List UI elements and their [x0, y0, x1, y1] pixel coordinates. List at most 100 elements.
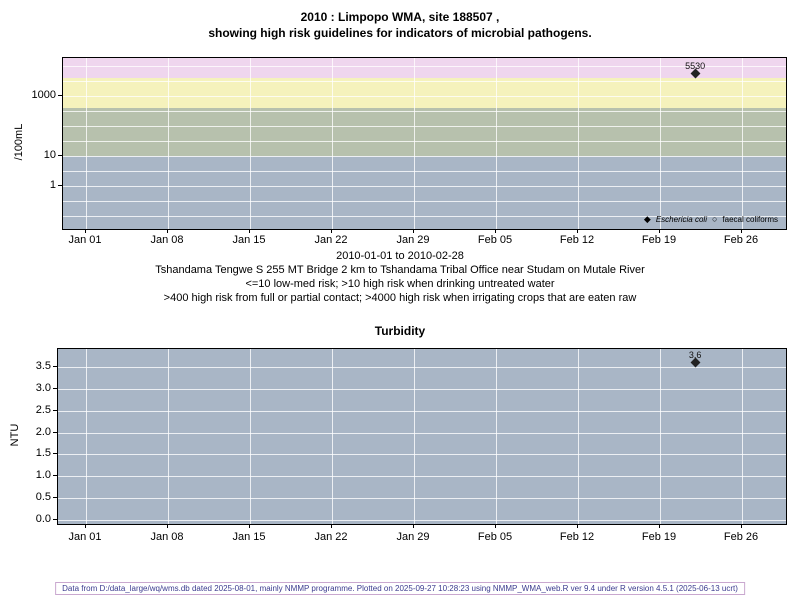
gridline-vertical — [742, 349, 743, 524]
gridline-vertical — [742, 58, 743, 229]
gridline-horizontal — [58, 432, 786, 434]
x-tick-mark — [167, 229, 168, 233]
gridline-horizontal — [63, 66, 786, 67]
y-tick-mark — [53, 475, 57, 477]
x-tick-label: Jan 08 — [150, 531, 184, 543]
x-tick-label: Feb 26 — [723, 234, 759, 246]
legend-label-faecal-coliforms: faecal coliforms — [722, 215, 778, 224]
x-tick-mark — [167, 524, 168, 528]
gridline-vertical — [578, 58, 579, 229]
y-tick-label: 2.5 — [35, 403, 51, 416]
subtitle-site-description: Tshandama Tengwe S 255 MT Bridge 2 km to… — [155, 264, 645, 276]
chart-title-line2: showing high risk guidelines for indicat… — [208, 26, 592, 40]
turbidity-title: Turbidity — [374, 324, 426, 338]
y-tick-mark — [53, 497, 57, 499]
y-tick-mark — [58, 155, 62, 156]
microbial-plot-area: ◆ Eschericia coli ○ faecal coliforms 553… — [62, 57, 787, 230]
y-axis-label-per-100ml: /100mL — [13, 123, 25, 161]
gridline-horizontal — [63, 186, 786, 187]
gridline-vertical — [332, 58, 333, 229]
x-tick-mark — [85, 524, 86, 528]
turbidity-plot-area: 3.6 — [57, 348, 787, 525]
gridline-horizontal — [63, 141, 786, 142]
risk-band — [63, 58, 786, 78]
gridline-vertical — [496, 58, 497, 229]
y-tick-label: 10 — [43, 149, 56, 161]
y-tick-label: 0.5 — [35, 491, 51, 504]
risk-band — [63, 77, 786, 108]
legend: ◆ Eschericia coli ○ faecal coliforms — [643, 214, 778, 225]
legend-label-ecoli: Eschericia coli — [655, 215, 707, 224]
x-tick-label: Feb 12 — [559, 234, 595, 246]
subtitle-risk-line1: <=10 low-med risk; >10 high risk when dr… — [245, 278, 555, 290]
y-tick-mark — [53, 366, 57, 367]
gridline-horizontal — [58, 367, 786, 368]
gridline-horizontal — [63, 111, 786, 112]
gridline-horizontal — [63, 216, 786, 217]
data-point-value-label: 5530 — [685, 60, 706, 71]
subtitle-date-range: 2010-01-01 to 2010-02-28 — [336, 250, 464, 262]
y-tick-mark — [53, 431, 57, 433]
x-tick-mark — [85, 229, 86, 233]
x-tick-mark — [495, 229, 496, 233]
gridline-vertical — [86, 349, 87, 524]
x-tick-mark — [413, 229, 414, 233]
gridline-vertical — [168, 58, 169, 229]
x-tick-mark — [659, 229, 660, 233]
x-tick-label: Jan 15 — [232, 531, 266, 543]
gridline-horizontal — [63, 156, 786, 157]
y-tick-mark — [53, 453, 57, 455]
x-tick-mark — [741, 229, 742, 233]
x-tick-label: Jan 22 — [314, 234, 348, 246]
x-tick-mark — [331, 524, 332, 528]
gridline-horizontal — [58, 498, 786, 500]
x-tick-mark — [331, 229, 332, 233]
gridline-vertical — [660, 349, 661, 524]
y-tick-label: 1 — [49, 179, 56, 191]
x-tick-label: Jan 22 — [314, 531, 348, 543]
gridline-horizontal — [63, 171, 786, 172]
gridline-vertical — [86, 58, 87, 229]
x-tick-label: Feb 12 — [559, 531, 595, 543]
gridline-vertical — [660, 58, 661, 229]
x-tick-mark — [577, 524, 578, 528]
x-tick-label: Jan 01 — [68, 531, 102, 543]
x-tick-label: Jan 01 — [68, 234, 102, 246]
y-tick-mark — [53, 519, 57, 520]
x-tick-label: Feb 19 — [641, 234, 677, 246]
y-tick-label: 1.5 — [35, 447, 51, 460]
x-tick-label: Jan 29 — [396, 531, 430, 543]
x-tick-mark — [741, 524, 742, 528]
x-tick-label: Feb 05 — [477, 531, 513, 543]
footer-caption: Data from D:/data_large/wq/wms.db dated … — [55, 582, 745, 595]
gridline-vertical — [250, 58, 251, 229]
gridline-horizontal — [58, 410, 786, 412]
gridline-vertical — [250, 349, 251, 524]
y-tick-mark — [53, 409, 57, 411]
gridline-horizontal — [58, 454, 786, 456]
gridline-vertical — [578, 349, 579, 524]
y-tick-label: 0.0 — [35, 513, 51, 525]
x-tick-label: Feb 05 — [477, 234, 513, 246]
gridline-horizontal — [63, 201, 786, 202]
gridline-horizontal — [58, 520, 786, 521]
x-tick-label: Jan 29 — [396, 234, 430, 246]
y-tick-label: 2.0 — [35, 425, 51, 438]
gridline-horizontal — [63, 96, 786, 97]
y-tick-label: 1000 — [31, 89, 56, 101]
chart-title-line1: 2010 : Limpopo WMA, site 188507 , — [300, 10, 500, 24]
data-point-value-label: 3.6 — [688, 349, 702, 360]
gridline-vertical — [168, 349, 169, 524]
risk-band — [63, 107, 786, 156]
gridline-horizontal — [58, 388, 786, 390]
y-tick-label: 3.0 — [35, 381, 51, 394]
x-tick-mark — [659, 524, 660, 528]
filled-diamond-icon: ◆ — [643, 214, 651, 224]
y-tick-label: 1.0 — [35, 469, 51, 482]
gridline-vertical — [332, 349, 333, 524]
x-tick-label: Jan 15 — [232, 234, 266, 246]
x-tick-mark — [249, 229, 250, 233]
gridline-horizontal — [58, 476, 786, 478]
x-tick-label: Feb 19 — [641, 531, 677, 543]
